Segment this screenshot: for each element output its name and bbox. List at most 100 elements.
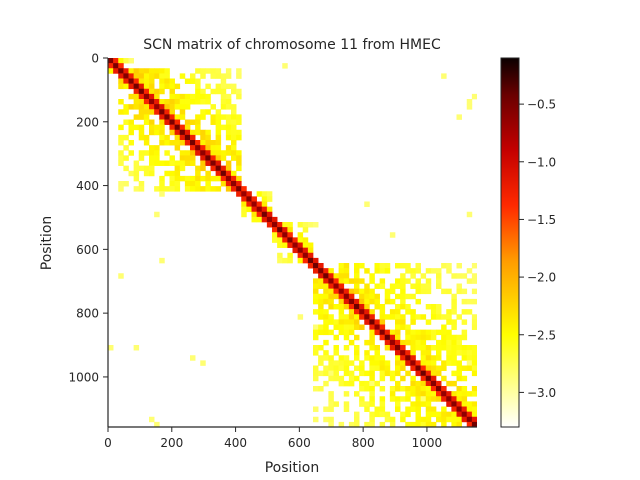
heatmap-cell — [138, 186, 145, 192]
heatmap-cell — [231, 186, 237, 192]
heatmap-cell — [128, 93, 134, 100]
heatmap-cell — [261, 211, 268, 218]
heatmap-cell — [225, 165, 232, 172]
heatmap-cell — [215, 68, 222, 74]
heatmap-cell — [441, 329, 447, 336]
heatmap-cell — [369, 324, 375, 330]
heatmap-cell — [471, 370, 477, 377]
heatmap-cell — [430, 375, 437, 382]
heatmap-cell — [400, 375, 406, 382]
heatmap-cell — [200, 360, 206, 366]
heatmap-cell — [405, 360, 411, 366]
heatmap-cell — [164, 78, 170, 84]
heatmap-cell — [225, 175, 232, 182]
heatmap-cell — [410, 365, 416, 371]
heatmap-cell — [133, 114, 140, 120]
heatmap-cell — [190, 73, 196, 79]
heatmap-cell — [318, 278, 324, 284]
heatmap-cell — [420, 345, 427, 351]
heatmap-cell — [348, 278, 355, 284]
heatmap-cell — [405, 411, 411, 418]
heatmap-cell — [436, 396, 442, 402]
heatmap-cell — [374, 355, 380, 361]
heatmap-cell — [430, 411, 437, 418]
heatmap-cell — [277, 232, 283, 238]
heatmap-cell — [379, 319, 386, 325]
heatmap-cell — [154, 186, 160, 192]
heatmap-cell — [277, 242, 283, 248]
heatmap-cell — [451, 406, 457, 412]
heatmap-cell — [133, 345, 140, 351]
heatmap-cell — [384, 314, 391, 320]
heatmap-cell — [400, 324, 406, 330]
heatmap-cell — [174, 114, 181, 120]
heatmap-cell — [451, 350, 457, 356]
heatmap-cell — [343, 365, 350, 371]
heatmap-cell — [210, 114, 216, 120]
heatmap-cell — [169, 93, 175, 100]
heatmap-cell — [400, 386, 406, 392]
heatmap-cell — [220, 181, 227, 187]
heatmap-cell — [236, 160, 242, 166]
heatmap-cell — [149, 68, 155, 74]
heatmap-cell — [133, 170, 140, 177]
heatmap-cell — [205, 181, 211, 187]
heatmap-cell — [374, 298, 380, 305]
heatmap-cell — [441, 391, 447, 397]
heatmap-cell — [338, 380, 345, 387]
heatmap-cell — [441, 314, 447, 320]
heatmap-cell — [128, 140, 134, 146]
heatmap-cell — [328, 365, 334, 371]
colorbar-fill — [500, 57, 520, 428]
heatmap-cell — [348, 375, 355, 382]
y-tick-label: 400 — [76, 179, 99, 193]
heatmap-cell — [410, 309, 416, 315]
heatmap-cell — [338, 360, 345, 366]
heatmap-cell — [231, 124, 237, 131]
heatmap-cell — [205, 160, 211, 166]
heatmap-cell — [410, 406, 416, 412]
heatmap-cell — [307, 252, 314, 259]
heatmap-cell — [323, 278, 329, 284]
heatmap-cell — [179, 114, 186, 120]
heatmap-cell — [400, 365, 406, 371]
heatmap-cell — [420, 365, 427, 371]
heatmap-cell — [446, 391, 452, 397]
heatmap-cell — [307, 263, 314, 269]
heatmap-cell — [354, 416, 360, 423]
heatmap-cell — [389, 370, 396, 377]
heatmap-cell — [400, 345, 406, 351]
heatmap-cell — [118, 68, 124, 74]
heatmap-cell — [471, 263, 477, 269]
heatmap-cell — [400, 416, 406, 423]
heatmap-cell — [338, 355, 345, 361]
heatmap-cell — [190, 355, 196, 361]
heatmap-cell — [456, 375, 462, 382]
heatmap-cell — [400, 360, 406, 366]
heatmap-cell — [133, 160, 140, 166]
heatmap-cell — [215, 124, 222, 131]
heatmap-cell — [364, 283, 370, 289]
heatmap-cell — [225, 160, 232, 166]
heatmap-cell — [415, 334, 421, 341]
heatmap-cell — [369, 355, 375, 361]
y-tick-label: 200 — [76, 115, 99, 129]
heatmap-cell — [169, 124, 175, 131]
heatmap-cell — [384, 345, 391, 351]
heatmap-cell — [384, 268, 391, 274]
heatmap-cell — [210, 186, 216, 192]
heatmap-cell — [446, 288, 452, 295]
heatmap-cell — [354, 334, 360, 341]
heatmap-cell — [200, 68, 206, 74]
heatmap-cell — [425, 416, 432, 423]
heatmap-cell — [369, 386, 375, 392]
heatmap-cell — [456, 365, 462, 371]
heatmap-cell — [338, 278, 345, 284]
heatmap-cell — [364, 339, 370, 346]
heatmap-cell — [395, 314, 401, 320]
heatmap-cell — [354, 411, 360, 418]
heatmap-cell — [236, 150, 242, 156]
heatmap-cell — [241, 186, 247, 192]
heatmap-cell — [220, 93, 227, 100]
heatmap-cell — [446, 411, 452, 418]
